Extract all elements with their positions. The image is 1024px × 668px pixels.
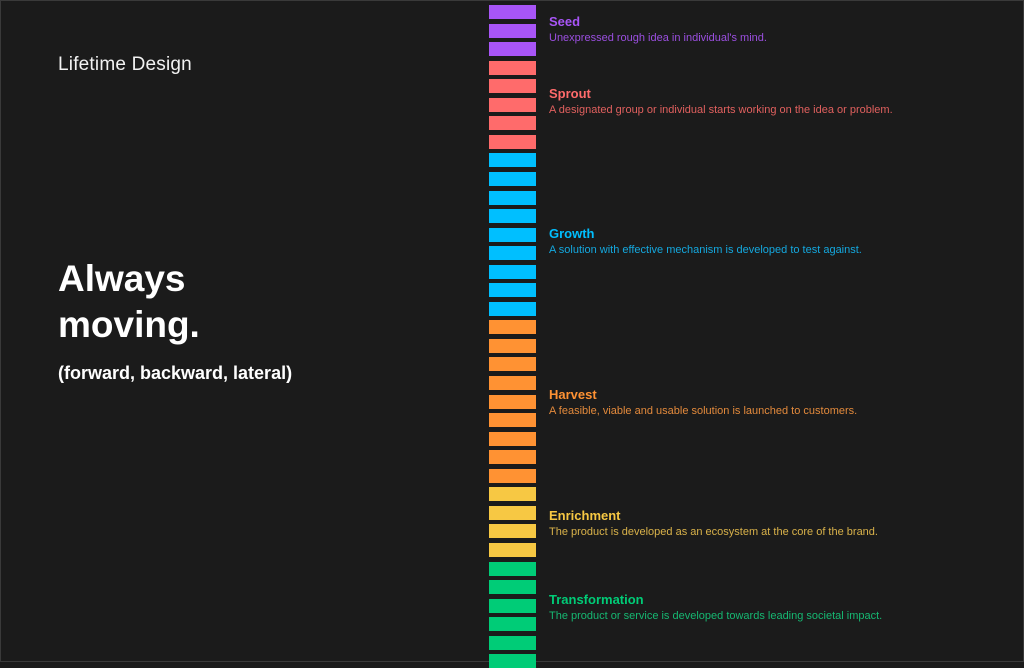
stage-bar-block — [489, 265, 536, 279]
stage-description: A designated group or individual starts … — [549, 104, 893, 116]
stage-bar-block — [489, 172, 536, 186]
stage-bar-block — [489, 432, 536, 446]
stage-bar-block — [489, 283, 536, 297]
stage-description: Unexpressed rough idea in individual's m… — [549, 32, 767, 44]
stage-harvest: Harvest A feasible, viable and usable so… — [549, 387, 1009, 419]
stage-bar-block — [489, 246, 536, 260]
stage-bar-block — [489, 79, 536, 93]
stage-bar-block — [489, 487, 536, 501]
stage-name: Harvest — [549, 387, 597, 402]
stage-name: Growth — [549, 226, 595, 241]
stage-bar-block — [489, 42, 536, 56]
stage-sprout: Sprout A designated group or individual … — [549, 86, 1009, 118]
stage-bar-block — [489, 580, 536, 594]
stage-description: A feasible, viable and usable solution i… — [549, 405, 858, 417]
stage-bar-block — [489, 116, 536, 130]
stage-bar-block — [489, 654, 536, 668]
stage-bar-column — [489, 0, 536, 668]
stage-bar-block — [489, 61, 536, 75]
stage-name: Seed — [549, 14, 581, 29]
stage-transformation: Transformation The product or service is… — [549, 592, 1009, 624]
stage-bar-block — [489, 599, 536, 613]
stage-bar-block — [489, 339, 536, 353]
subheadline: (forward, backward, lateral) — [58, 363, 293, 383]
stage-description: The product is developed as an ecosystem… — [549, 526, 878, 538]
headline: Always moving. — [58, 258, 200, 345]
stage-bar-block — [489, 191, 536, 205]
stage-name: Sprout — [549, 86, 591, 101]
stage-bar-block — [489, 153, 536, 167]
stage-bar-block — [489, 450, 536, 464]
stage-bar-block — [489, 302, 536, 316]
stage-bar-block — [489, 413, 536, 427]
page-title: Lifetime Design — [58, 54, 192, 75]
stage-bar-block — [489, 617, 536, 631]
stage-bar-block — [489, 524, 536, 538]
stage-bar-block — [489, 24, 536, 38]
stage-bar-block — [489, 5, 536, 19]
stage-name: Transformation — [549, 592, 644, 607]
stage-seed: Seed Unexpressed rough idea in individua… — [549, 14, 1009, 46]
stage-bar-block — [489, 209, 536, 223]
stage-bar-block — [489, 376, 536, 390]
stage-bar-block — [489, 228, 536, 242]
stage-enrichment: Enrichment The product is developed as a… — [549, 508, 1009, 540]
stage-bar-block — [489, 395, 536, 409]
stage-growth: Growth A solution with effective mechani… — [549, 226, 1009, 258]
stage-bar-block — [489, 543, 536, 557]
stage-bar-block — [489, 357, 536, 371]
stage-bar-block — [489, 562, 536, 576]
stage-name: Enrichment — [549, 508, 621, 523]
stage-bar-block — [489, 636, 536, 650]
stage-bar-block — [489, 320, 536, 334]
stage-bar-block — [489, 506, 536, 520]
stage-description: A solution with effective mechanism is d… — [549, 244, 862, 256]
stage-bar-block — [489, 135, 536, 149]
stage-bar-block — [489, 469, 536, 483]
stage-description: The product or service is developed towa… — [549, 610, 883, 622]
stage-bar-block — [489, 98, 536, 112]
